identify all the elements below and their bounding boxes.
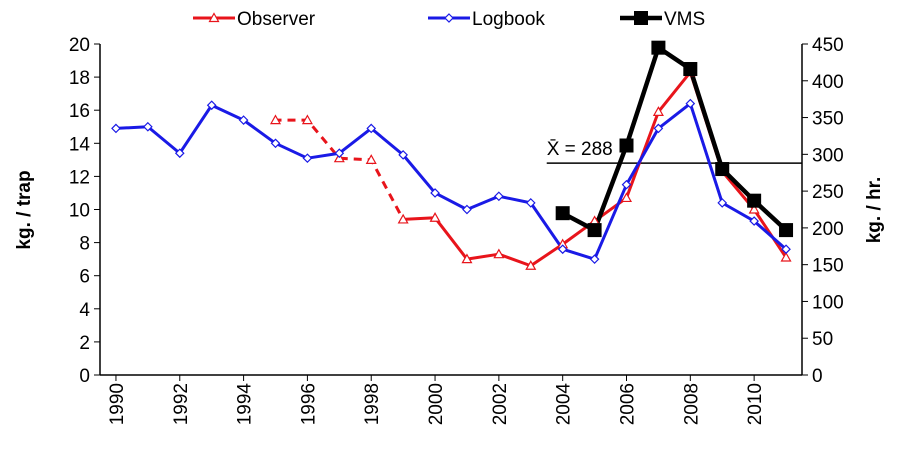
point — [302, 153, 313, 164]
point — [143, 121, 153, 132]
point — [555, 206, 570, 221]
x-tick-label: 1994 — [235, 383, 256, 426]
x-tick-label: 2008 — [681, 383, 702, 425]
y2-tick-label: 300 — [812, 145, 844, 166]
point — [494, 191, 504, 202]
x-tick-label: 2010 — [745, 383, 766, 425]
x-tick-label: 1992 — [171, 383, 192, 425]
point — [653, 123, 664, 134]
y-axis-label: kg. / trap — [14, 170, 35, 249]
y-tick-label: 2 — [79, 333, 90, 354]
series-line — [275, 70, 788, 268]
x-tick-label: 2004 — [554, 383, 575, 426]
y2-tick-label: 150 — [812, 256, 844, 277]
y2-axis-label: kg. / hr. — [864, 177, 885, 244]
y2-tick-label: 0 — [812, 366, 823, 387]
y-tick-label: 4 — [79, 300, 90, 321]
point — [525, 260, 537, 270]
y2-tick-label: 100 — [812, 292, 844, 313]
point — [398, 150, 408, 160]
y-tick-label: 18 — [69, 68, 90, 89]
y-tick-label: 16 — [69, 101, 90, 122]
point — [715, 162, 730, 177]
point — [301, 114, 313, 125]
point — [430, 188, 440, 198]
point — [111, 123, 121, 134]
point — [620, 192, 633, 203]
y-tick-label: 20 — [69, 35, 90, 56]
point — [269, 114, 282, 125]
y-tick-label: 0 — [79, 366, 90, 387]
y-tick-label: 14 — [69, 134, 91, 155]
point — [206, 100, 217, 111]
mean-label: X̄ = 288 — [547, 139, 613, 160]
x-tick-label: 1996 — [298, 383, 319, 425]
point — [397, 213, 409, 224]
y2-tick-label: 450 — [812, 35, 844, 56]
y2-tick-label: 350 — [812, 109, 844, 130]
point — [461, 253, 473, 264]
point — [621, 179, 632, 190]
point — [651, 40, 666, 55]
legend-label: VMS — [664, 9, 705, 30]
x-tick-label: 2002 — [490, 383, 511, 425]
legend-marker — [444, 13, 454, 23]
point — [557, 244, 568, 255]
point — [652, 106, 664, 116]
point — [366, 123, 377, 134]
point — [334, 148, 345, 159]
series-line — [115, 102, 788, 261]
legend-label: Logbook — [472, 9, 545, 30]
y2-tick-label: 50 — [812, 329, 833, 350]
point — [619, 138, 634, 153]
x-tick-label: 1998 — [362, 383, 383, 425]
point — [589, 254, 600, 264]
y-tick-label: 12 — [69, 167, 90, 188]
legend-marker — [208, 12, 220, 23]
dash-gap — [275, 118, 405, 221]
point — [683, 62, 698, 77]
point — [781, 244, 791, 255]
y2-tick-label: 200 — [812, 219, 844, 240]
point — [429, 212, 441, 222]
point — [749, 216, 759, 226]
y2-tick-label: 250 — [812, 182, 844, 203]
x-tick-label: 2000 — [426, 383, 447, 425]
point — [717, 198, 728, 208]
point — [270, 138, 281, 149]
legend-label: Observer — [237, 9, 316, 30]
point — [748, 203, 760, 214]
point — [462, 204, 472, 215]
point — [780, 251, 792, 262]
y-tick-label: 8 — [79, 234, 90, 255]
point — [525, 198, 536, 208]
x-tick-label: 1990 — [107, 383, 128, 425]
point — [779, 223, 794, 238]
point — [493, 248, 505, 259]
legend-marker — [634, 11, 648, 25]
y-tick-label: 10 — [69, 201, 90, 222]
point — [685, 98, 696, 109]
x-tick-label: 2006 — [618, 383, 639, 425]
y2-tick-label: 400 — [812, 72, 844, 93]
point — [174, 148, 185, 159]
point — [747, 193, 762, 208]
y-tick-label: 6 — [79, 267, 90, 288]
point — [587, 223, 602, 238]
point — [238, 115, 249, 125]
point — [365, 154, 377, 164]
